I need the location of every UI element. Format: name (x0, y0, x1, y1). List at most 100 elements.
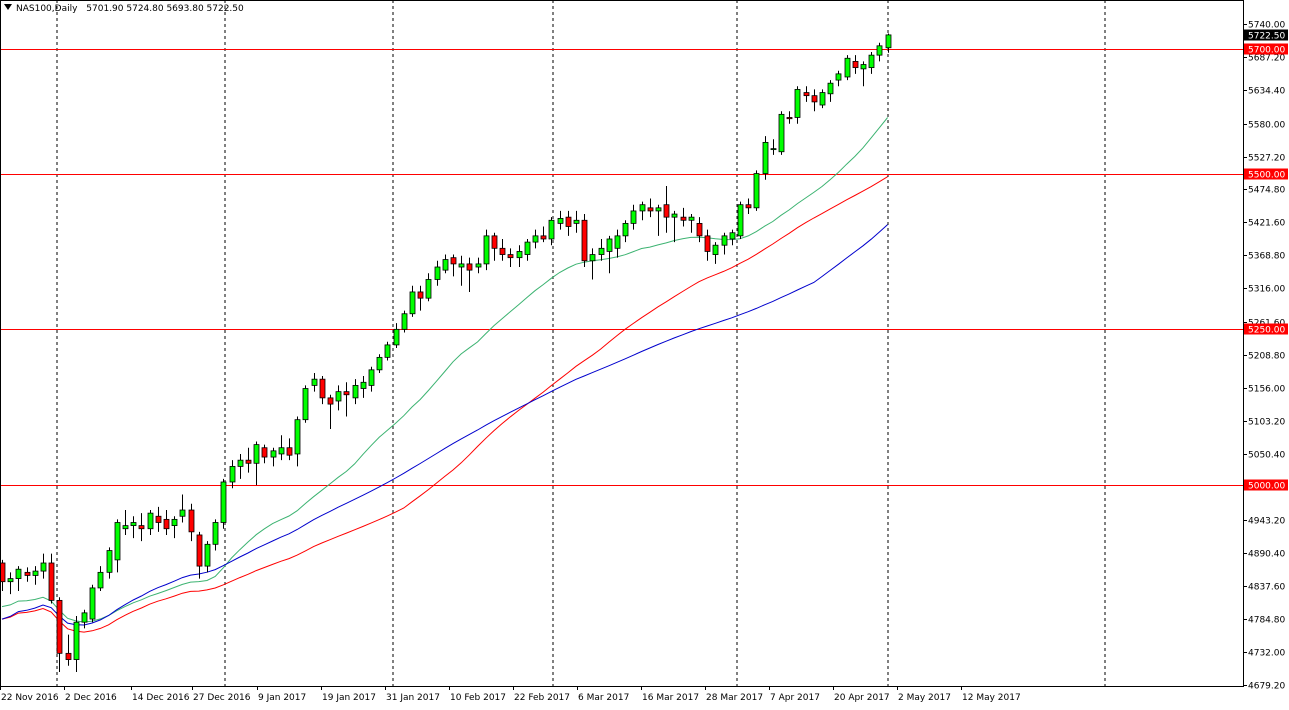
candle-body-77 (630, 210, 637, 224)
ma-slow-line (1, 224, 888, 626)
y-tick-label-10: 5208.80 (1248, 352, 1285, 362)
candle-body-49 (401, 313, 408, 330)
candle-body-101 (827, 82, 834, 95)
candle-body-0 (0, 562, 6, 583)
level-label-1: 5500.00 (1248, 171, 1285, 181)
x-tick-label-13: 20 Apr 2017 (834, 693, 890, 703)
candle-body-24 (196, 534, 203, 567)
chart-header: NAS100,Daily 5701.90 5724.80 5693.80 572… (16, 4, 244, 14)
level-tag-2 (1244, 323, 1288, 335)
candle-body-97 (794, 89, 801, 118)
candle-body-95 (778, 113, 785, 153)
candle-body-88 (721, 235, 728, 246)
candle-body-12 (97, 571, 104, 589)
y-tick-label-15: 4943.20 (1248, 517, 1285, 527)
candle-body-42 (343, 391, 350, 396)
y-tick-label-8: 5316.00 (1248, 285, 1285, 295)
candle-body-32 (261, 447, 268, 458)
level-tag-1 (1244, 168, 1288, 180)
candle-body-29 (237, 459, 244, 467)
candle-body-60 (491, 235, 498, 249)
candle-body-38 (311, 378, 318, 386)
candle-body-73 (598, 247, 605, 255)
y-tick-label-11: 5156.00 (1248, 385, 1285, 395)
candle-body-70 (573, 219, 580, 224)
candle-body-37 (302, 388, 309, 421)
candle-body-99 (811, 95, 818, 103)
candle-body-44 (360, 381, 367, 389)
x-tick-label-12: 7 Apr 2017 (770, 693, 820, 703)
x-tick-label-10: 16 Mar 2017 (642, 693, 699, 703)
candle-body-74 (606, 238, 613, 252)
candle-body-75 (614, 235, 621, 249)
candle-body-63 (516, 251, 523, 259)
x-tick-label-4: 9 Jan 2017 (258, 693, 306, 703)
y-tick-label-16: 4890.40 (1248, 550, 1285, 560)
candle-body-48 (393, 328, 400, 346)
x-tick-label-1: 2 Dec 2016 (65, 693, 117, 703)
y-tick-label-18: 4784.80 (1248, 616, 1285, 626)
candle-body-20 (163, 518, 170, 530)
candle-body-23 (188, 509, 195, 533)
candle-body-47 (384, 344, 391, 358)
candle-body-1 (7, 578, 14, 583)
candle-body-107 (876, 45, 883, 56)
candle-body-53 (434, 266, 441, 280)
candle-body-14 (114, 522, 121, 561)
candle-body-16 (130, 522, 137, 527)
period-separators (56, 0, 1106, 686)
candle-body-54 (442, 259, 449, 271)
y-tick-label-4: 5527.20 (1248, 154, 1285, 164)
candle-body-92 (753, 173, 760, 209)
candle-body-104 (852, 60, 859, 69)
candle-body-84 (688, 216, 695, 221)
candle-body-51 (417, 291, 424, 299)
y-tick-label-0: 5740.00 (1248, 21, 1285, 31)
candle-body-21 (171, 518, 178, 527)
x-tick-label-14: 2 May 2017 (898, 693, 951, 703)
candle-body-3 (24, 571, 31, 576)
candle-body-100 (819, 92, 826, 106)
candle-body-64 (524, 241, 531, 255)
candle-body-45 (368, 369, 375, 386)
y-tick-label-19: 4732.00 (1248, 649, 1285, 659)
candle-body-105 (860, 64, 867, 70)
candle-body-87 (712, 244, 719, 255)
candle-body-34 (278, 447, 285, 455)
x-tick-label-8: 22 Feb 2017 (514, 693, 570, 703)
candle-body-80 (655, 207, 662, 212)
y-tick-label-7: 5368.80 (1248, 252, 1285, 262)
candle-body-36 (294, 419, 301, 455)
candle-body-86 (704, 235, 711, 252)
candle-body-19 (155, 515, 162, 523)
candle-body-78 (639, 204, 646, 212)
x-tick-label-2: 14 Dec 2016 (132, 693, 190, 703)
candle-body-13 (106, 550, 113, 573)
current-price-tag (1244, 29, 1288, 41)
y-tick-label-13: 5050.40 (1248, 451, 1285, 461)
candle-body-58 (475, 263, 482, 268)
horizontal-levels (0, 49, 1243, 486)
candle-body-65 (532, 235, 539, 243)
price-axis: 5740.00 5687.20 5634.40 5580.00 5527.20 5474.… (1243, 21, 1285, 692)
candle-body-22 (179, 509, 186, 517)
candle-body-25 (204, 543, 211, 567)
candle-body-69 (565, 216, 572, 227)
candle-body-72 (589, 254, 596, 262)
candle-body-40 (327, 397, 334, 405)
candle-body-76 (622, 222, 629, 237)
candle-body-79 (647, 207, 654, 212)
candle-body-94 (770, 148, 777, 151)
candle-body-67 (548, 219, 555, 240)
time-axis: 22 Nov 2016 2 Dec 2016 14 Dec 2016 27 Dec 2… (0, 686, 1021, 703)
level-label-0: 5700.00 (1248, 46, 1285, 56)
candle-body-27 (220, 481, 227, 523)
x-tick-label-5: 19 Jan 2017 (322, 693, 376, 703)
expand-arrow-icon[interactable] (4, 4, 12, 10)
level-label-3: 5000.00 (1248, 482, 1285, 492)
level-tag-3 (1244, 479, 1288, 491)
candle-body-108 (885, 34, 892, 49)
y-tick-label-17: 4837.60 (1248, 583, 1285, 593)
